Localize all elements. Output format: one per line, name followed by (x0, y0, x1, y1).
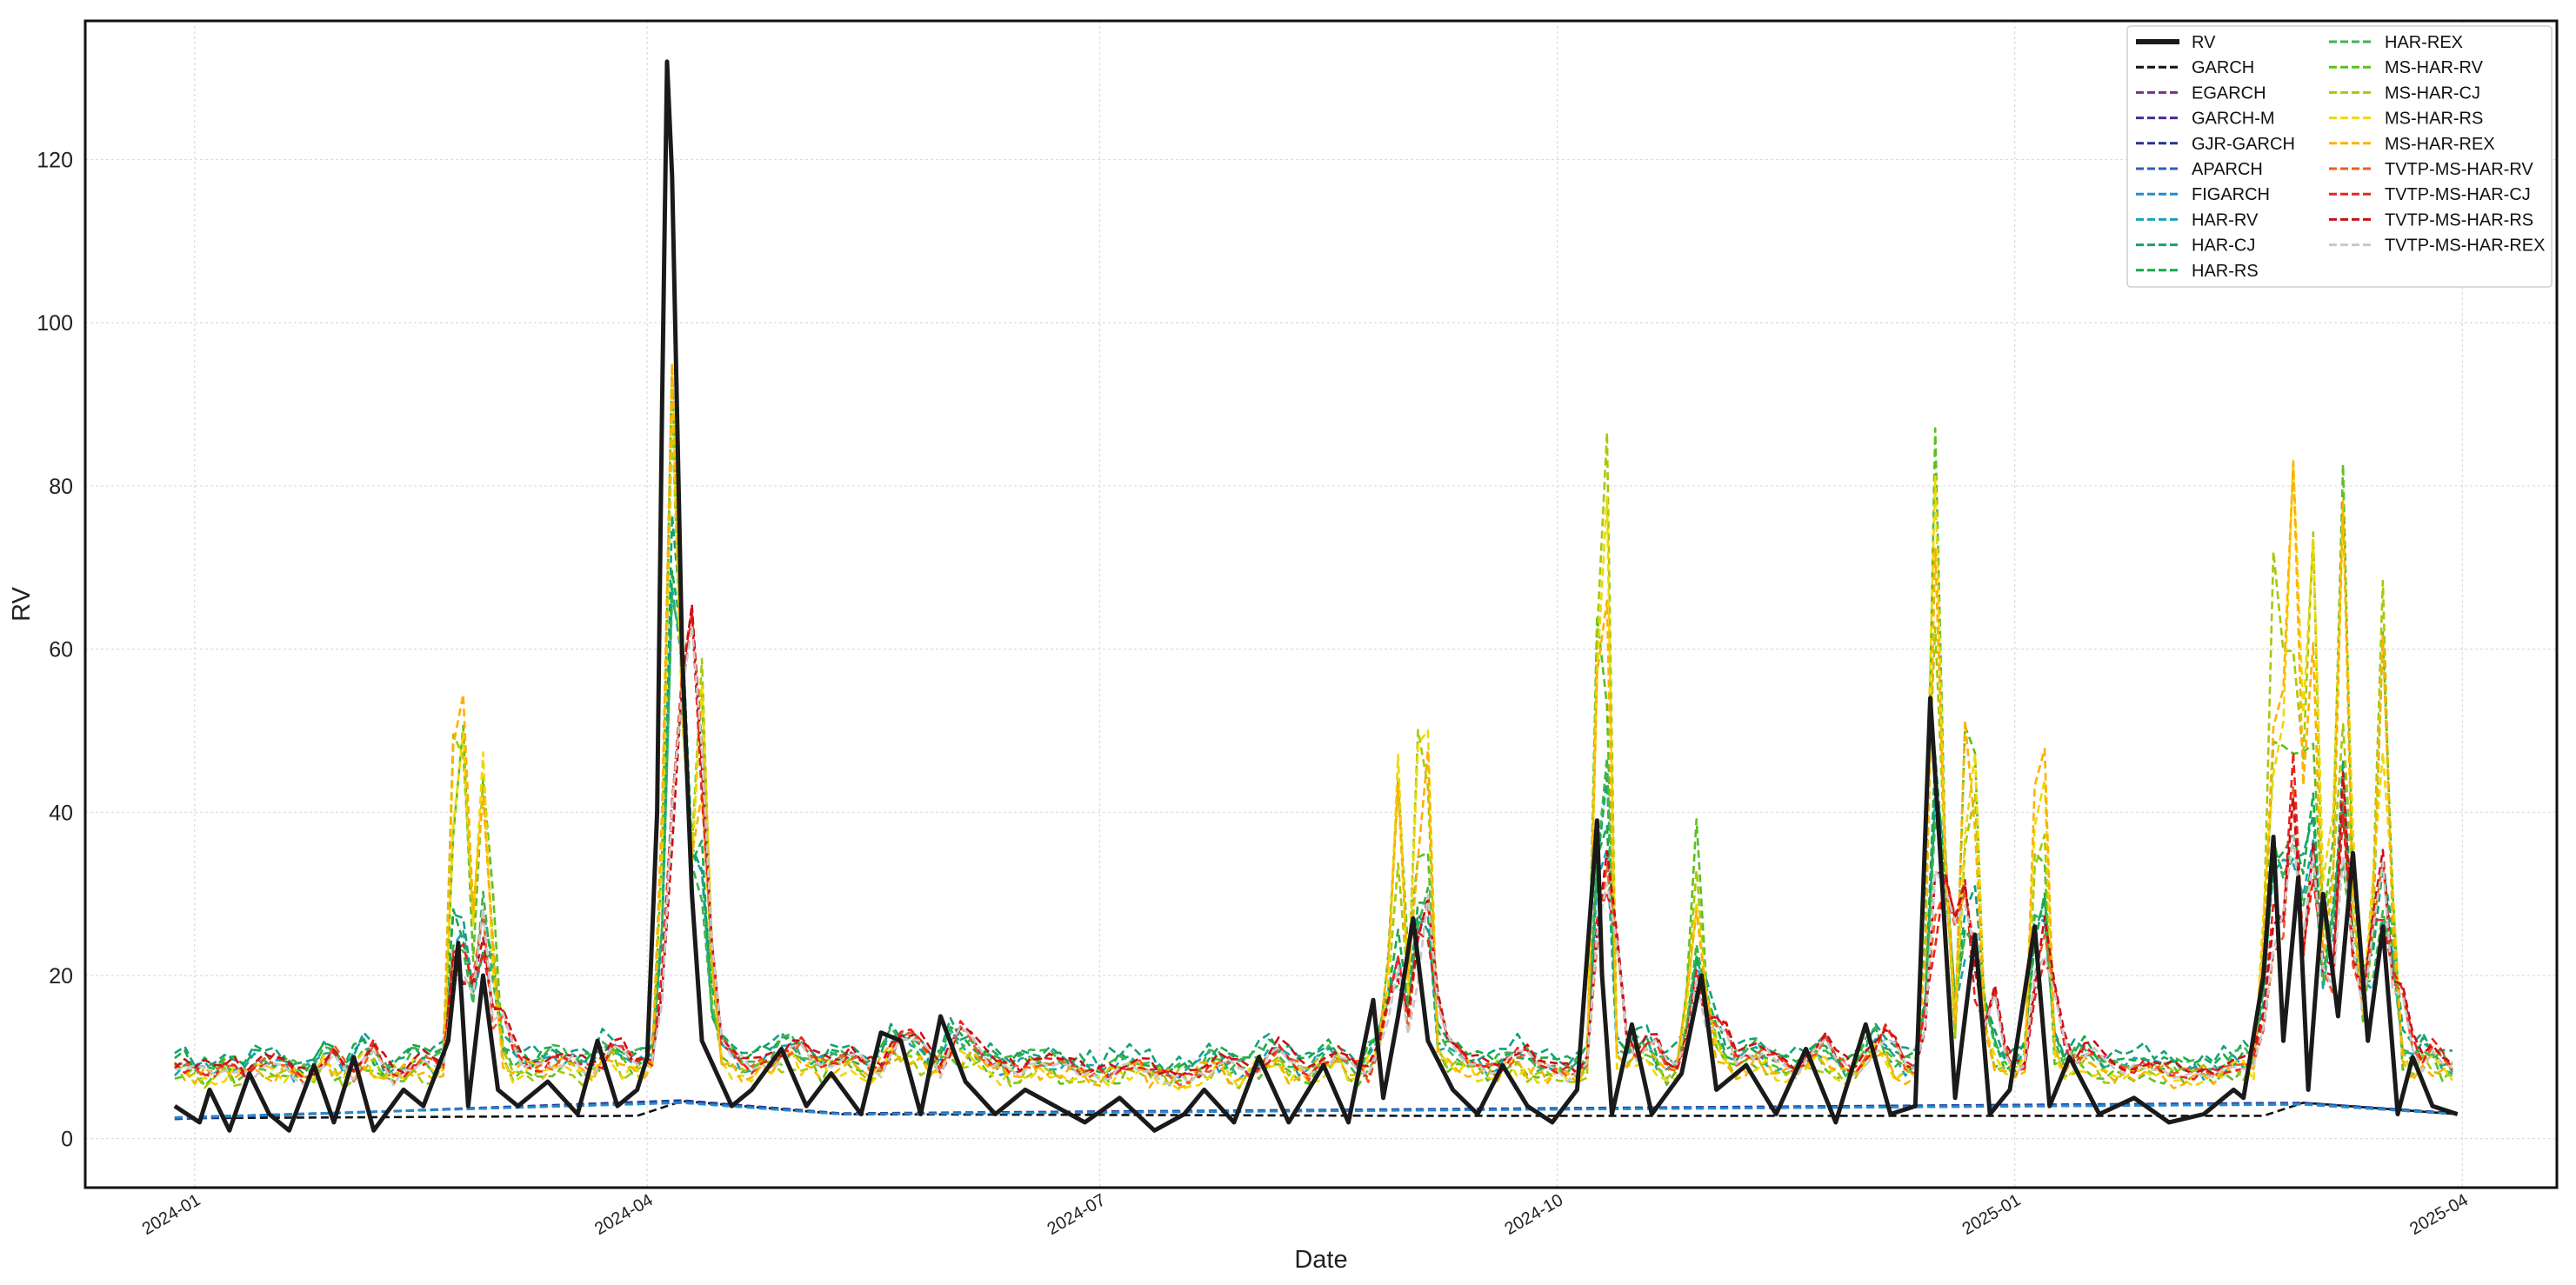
legend-label: TVTP-MS-HAR-RS (2385, 210, 2533, 230)
legend-label: GARCH (2192, 58, 2254, 77)
series-line-har-rs (174, 569, 2453, 1076)
legend-label: HAR-REX (2385, 33, 2463, 52)
plot-frame (83, 19, 2559, 1189)
series-line-garch (174, 1100, 2458, 1120)
legend-label: GARCH-M (2192, 110, 2275, 129)
legend-label: TVTP-MS-HAR-CJ (2385, 185, 2531, 204)
y-tick-label: 60 (49, 638, 73, 662)
series-line-tvtp-ms-har-rs (174, 603, 2453, 1079)
legend-label: MS-HAR-REX (2385, 135, 2495, 154)
legend-label: MS-HAR-RS (2385, 110, 2483, 129)
legend-label: GJR-GARCH (2192, 135, 2295, 154)
series-line-har-cj (174, 514, 2453, 1072)
legend-label: MS-HAR-RV (2385, 58, 2484, 77)
y-tick-label: 20 (49, 964, 73, 989)
legend-label: FIGARCH (2192, 185, 2270, 204)
legend-box (2126, 25, 2553, 288)
y-tick-label: 80 (49, 475, 73, 499)
legend-label: RV (2192, 33, 2216, 52)
series-line-tvtp-ms-har-rex (174, 624, 2453, 1087)
y-tick-label: 0 (61, 1128, 73, 1152)
series-line-har-rex (174, 596, 2454, 1079)
legend: RV GARCH EGARCH GARCH-M GJR-GARCH APARCH FIGAR… (2126, 25, 2553, 288)
y-tick-label: 40 (49, 801, 73, 825)
legend-label: HAR-RS (2192, 262, 2259, 281)
y-axis-ticks: 0 20 40 60 80 100 120 (37, 149, 73, 1152)
legend-label: MS-HAR-CJ (2385, 83, 2480, 103)
legend-label: APARCH (2192, 160, 2263, 179)
x-axis-label: Date (1294, 1246, 1347, 1274)
y-tick-label: 100 (37, 311, 73, 336)
y-axis-label: RV (8, 586, 36, 621)
legend-label: EGARCH (2192, 83, 2266, 103)
legend-label: HAR-RV (2192, 210, 2259, 230)
plot-area (173, 59, 2459, 1133)
series-line-rv (173, 59, 2459, 1133)
legend-label: TVTP-MS-HAR-REX (2385, 236, 2545, 256)
y-tick-label: 120 (37, 149, 73, 173)
legend-label: HAR-CJ (2192, 236, 2255, 256)
legend-label: TVTP-MS-HAR-RV (2385, 160, 2533, 179)
series-line-figarch (174, 1102, 2458, 1119)
